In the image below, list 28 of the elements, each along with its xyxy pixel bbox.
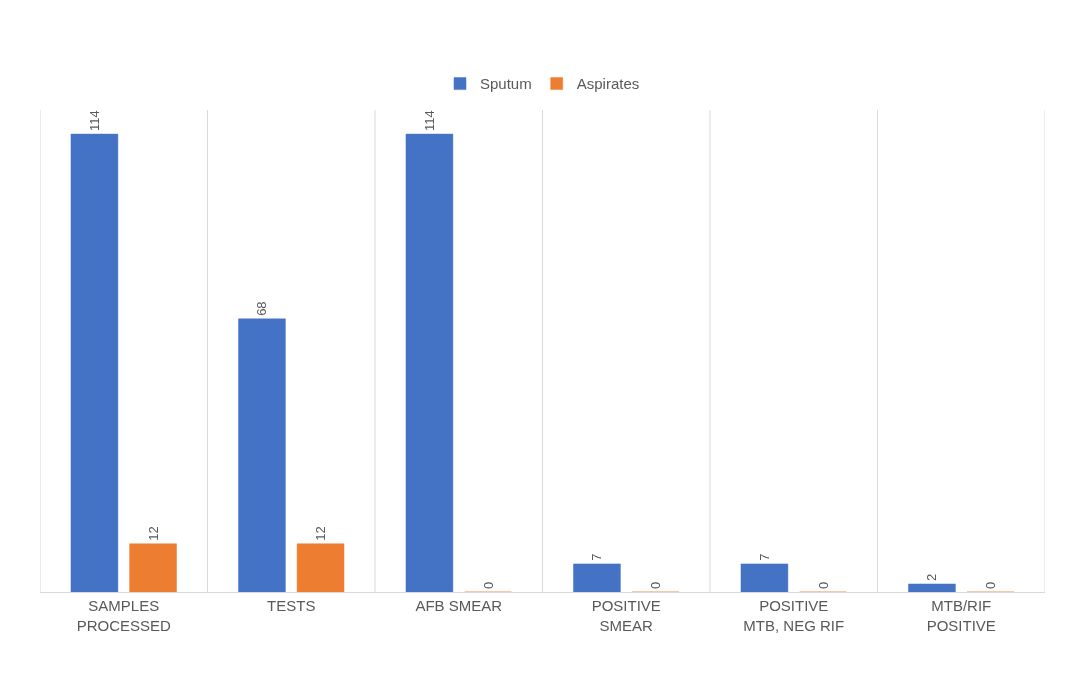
data-label: 7: [756, 553, 772, 561]
data-label: 2: [924, 573, 940, 581]
data-label: 114: [421, 110, 437, 132]
x-tick-label: SAMPLES PROCESSED: [76, 597, 172, 634]
data-label: 68: [254, 301, 270, 316]
x-tick-label: POSITIVE SMEAR: [591, 597, 661, 634]
data-label: 0: [983, 581, 999, 589]
bar: [908, 583, 956, 592]
bar: [238, 318, 286, 592]
bar: [405, 133, 454, 592]
bar: [296, 543, 345, 592]
data-label: 0: [480, 581, 496, 589]
data-label: 7: [589, 553, 605, 561]
x-tick-label: MTB/RIF POSITIVE: [926, 597, 996, 634]
legend-label: Aspirates: [576, 75, 640, 93]
bar: [573, 563, 621, 592]
data-label: 12: [145, 526, 161, 541]
bar: [70, 133, 119, 592]
data-label: 0: [815, 581, 831, 589]
data-label: 12: [313, 526, 329, 541]
x-tick-label: TESTS: [267, 597, 316, 614]
data-label: 114: [86, 110, 102, 132]
x-tick-label: POSITIVE MTB, NEG RIF: [743, 597, 845, 634]
bar: [740, 563, 789, 592]
data-label: 0: [648, 581, 664, 589]
bar: [129, 543, 177, 592]
x-tick-label: AFB SMEAR: [415, 597, 503, 614]
legend-label: Sputum: [480, 75, 532, 93]
